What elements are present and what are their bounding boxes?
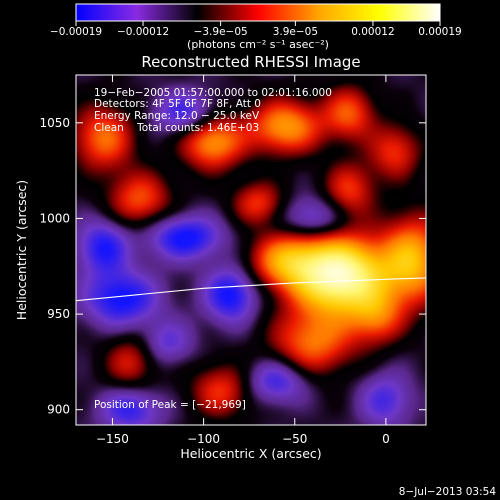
colorbar-tick-label: −3.9e−05 [194,26,248,38]
colorbar-ticks: −0.00019 −0.00012 −3.9e−05 3.9e−05 0.00012 0.… [50,21,462,38]
colorbar-tick-label: −0.00012 [117,26,169,38]
annotation-detectors: Detectors: 4F 5F 6F 7F 8F, Att 0 [94,98,261,110]
annotation-peak-position: Position of Peak = [−21,969] [94,399,246,411]
plot-frame [75,74,427,426]
colorbar-tick-label: 3.9e−05 [273,26,318,38]
heatmap-plot-area [75,74,427,426]
y-axis-ticks: 900 950 1000 1050 [39,116,426,417]
x-tick-label: −150 [96,432,129,446]
y-tick-label: 1050 [39,116,70,130]
solar-limb-curve [76,277,426,302]
annotation-energy-range: Energy Range: 12.0 − 25.0 keV [94,110,260,122]
y-axis-label: Heliocentric Y (arcsec) [14,180,29,320]
y-tick-label: 950 [47,307,70,321]
annotation-clean-counts: Clean Total counts: 1.46E+03 [94,122,259,134]
x-tick-label: −50 [282,432,307,446]
chart-title: Reconstructed RHESSI Image [141,53,360,71]
colorbar-tick-label: −0.00019 [50,26,102,38]
colorbar-tick-label: 0.00012 [351,26,394,38]
colorbar [75,3,441,22]
annotation-time-range: 19−Feb−2005 01:57:00.000 to 02:01:16.000 [94,87,332,99]
x-axis-ticks: −150 −100 −50 0 [96,75,390,446]
colorbar-tick-label: 0.00019 [418,26,461,38]
y-tick-label: 1000 [39,211,70,225]
footer-timestamp: 8−Jul−2013 03:54 [399,486,497,498]
x-tick-label: −100 [187,432,220,446]
x-tick-label: 0 [382,432,390,446]
x-axis-label: Heliocentric X (arcsec) [180,446,321,461]
colorbar-unit-label: (photons cm⁻² s⁻¹ asec⁻²) [187,38,329,51]
heatmap-image [76,75,426,425]
y-tick-label: 900 [47,403,70,417]
